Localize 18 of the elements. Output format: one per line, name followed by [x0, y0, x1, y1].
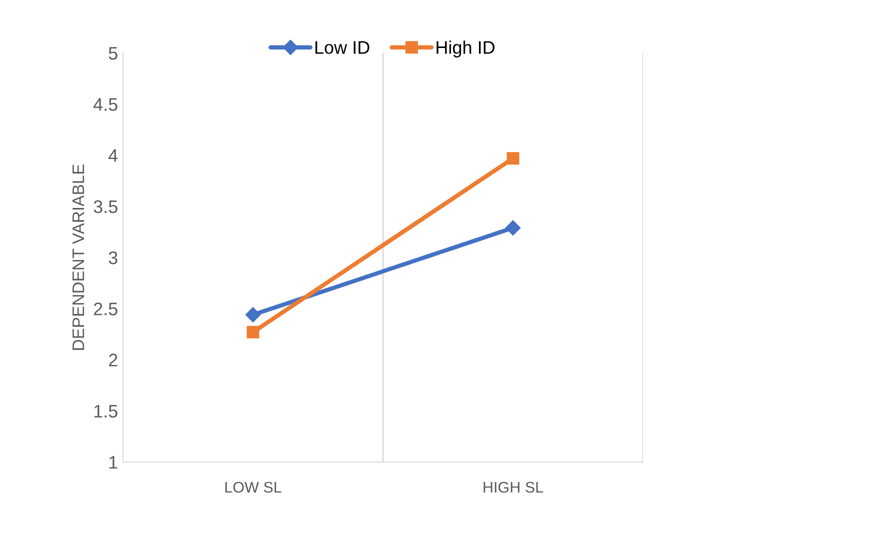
point — [246, 326, 260, 338]
y-tick-label: 2 — [109, 354, 118, 366]
point — [245, 307, 261, 322]
y-tick-label: 2.5 — [94, 302, 118, 316]
y-axis-title: DEPENDENT VARIABLE — [72, 164, 84, 350]
y-tick-label: 3.5 — [94, 200, 118, 214]
y-tick-label: 1.5 — [94, 404, 118, 418]
legend-label: High ID — [436, 40, 495, 58]
y-tick-label: 3 — [108, 251, 118, 264]
y-tick-label: 4.5 — [93, 98, 118, 111]
legend-label: Low ID — [315, 41, 370, 54]
point — [506, 152, 520, 165]
y-tick-label: 1 — [109, 456, 118, 469]
y-tick-label: 4 — [108, 149, 118, 162]
x-tick-label: LOW SL — [225, 482, 282, 493]
x-tick-label: HIGH SL — [484, 482, 544, 493]
y-tick-label: 5 — [108, 47, 118, 60]
point — [505, 220, 521, 236]
